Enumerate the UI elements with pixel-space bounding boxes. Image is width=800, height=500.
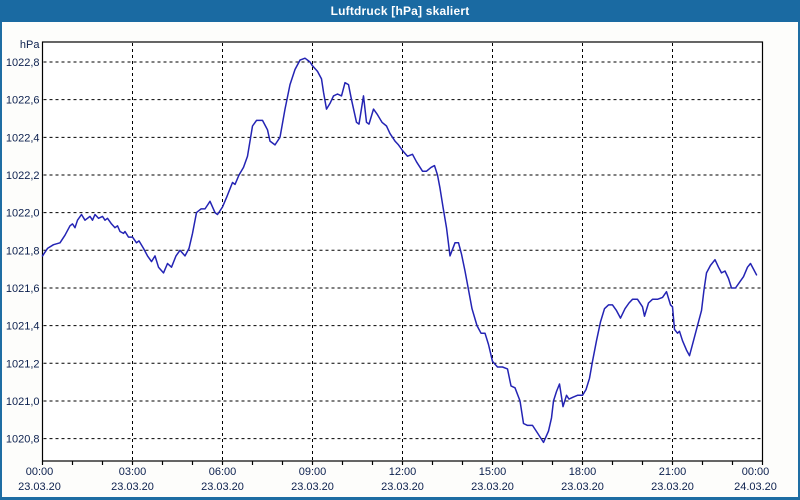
x-tick-time-label: 03:00 [119,466,147,478]
pressure-line [41,57,758,444]
x-tick-time-label: 12:00 [389,466,417,478]
x-tick-time-label: 06:00 [209,466,237,478]
x-tick-date-label: 23.03.20 [18,481,61,493]
y-tick-label: 1021,2 [6,358,40,370]
x-tick-date-label: 23.03.20 [201,481,244,493]
x-tick-date-label: 23.03.20 [291,481,334,493]
x-tick-date-label: 23.03.20 [471,481,514,493]
y-unit-label: hPa [20,39,40,51]
y-tick-label: 1022,4 [6,132,40,144]
x-tick-date-label: 23.03.20 [651,481,694,493]
x-tick-time-label: 15:00 [479,466,507,478]
x-tick-time-label: 21:00 [659,466,687,478]
y-tick-label: 1021,6 [6,283,40,295]
y-tick-label: 1022,0 [6,208,40,220]
y-tick-label: 1021,0 [6,396,40,408]
title-bar[interactable]: Luftdruck [hPa] skaliert [0,0,800,22]
y-tick-label: 1020,8 [6,434,40,446]
x-tick-time-label: 09:00 [299,466,327,478]
y-tick-label: 1021,8 [6,245,40,257]
x-tick-time-label: 18:00 [569,466,597,478]
x-tick-date-label: 24.03.20 [734,481,777,493]
x-tick-time-label: 00:00 [26,466,54,478]
x-tick-date-label: 23.03.20 [381,481,424,493]
x-tick-date-label: 23.03.20 [561,481,604,493]
y-tick-label: 1021,4 [6,321,40,333]
x-tick-time-label: 00:00 [742,466,770,478]
x-tick-date-label: 23.03.20 [111,481,154,493]
y-tick-label: 1022,8 [6,57,40,69]
window-title: Luftdruck [hPa] skaliert [330,4,470,18]
y-tick-label: 1022,6 [6,95,40,107]
y-tick-label: 1022,2 [6,170,40,182]
